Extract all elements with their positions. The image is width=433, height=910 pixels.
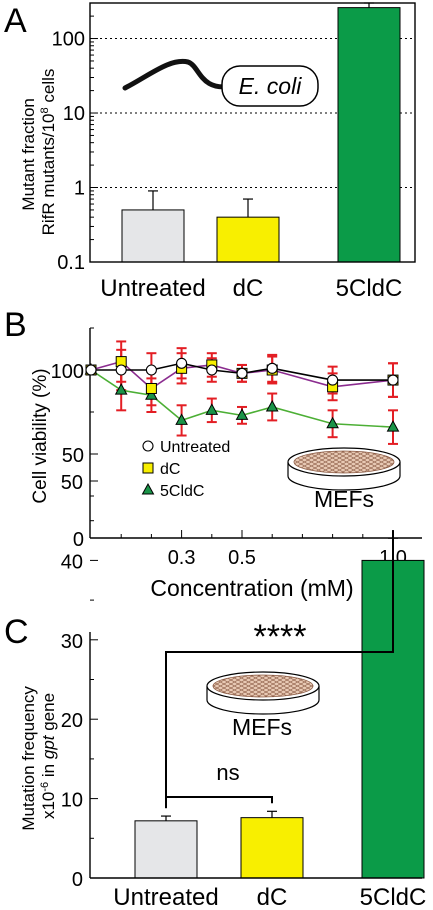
significance-stars: **** (254, 618, 307, 656)
ecoli-label-box (221, 65, 319, 107)
panel-c-y-label-sup: -6 (39, 782, 51, 792)
panel-b-ytick-label: 100 (51, 361, 84, 383)
panel-a-tick-labels: 0.1 1 10 100 (52, 29, 85, 274)
panel-a-y-label-tail: cells (39, 69, 58, 108)
panel-c-ytick-label: 0 (72, 869, 83, 891)
mefs-dish-c-icon (206, 671, 320, 715)
legend-label: 5CldC (160, 483, 204, 500)
panel-a-category-labels: Untreated dC 5CldC (100, 275, 402, 302)
panel-a-ytick-label: 1 (74, 178, 85, 200)
legend-marker-untreated (142, 440, 154, 452)
panel-c-category-label: 5CldC (360, 884, 427, 910)
panel-c-significance (165, 530, 394, 809)
panel-b-point-untreated (85, 364, 97, 376)
panel-b-legend: Untreated dC 5CldC (141, 439, 230, 500)
panel-b-ytick-label: 0 (73, 529, 84, 551)
panel-b-point-untreated (115, 364, 127, 376)
panel-b-point-untreated (145, 364, 157, 376)
panel-b-point-untreated (176, 357, 188, 369)
panel-c-label: C (4, 613, 29, 651)
panel-b-point-5cldc (205, 403, 219, 415)
panel-a-axes (89, 2, 416, 263)
panel-a-bar (121, 209, 185, 263)
stars-bracket (165, 530, 394, 809)
panel-a-ytick-label: 0.1 (57, 252, 85, 274)
panel-b-point-5cldc (175, 413, 188, 425)
panel-a-frame (89, 2, 416, 263)
panel-c-ytick-label: 40 (61, 551, 83, 573)
panel-a-y-label-line2: RifR mutants/10 (39, 113, 58, 235)
panel-b-point-untreated (387, 374, 399, 386)
panel-b-point-5cldc (145, 388, 158, 400)
panel-c-y-label: Mutation frequency x10-6 in gpt gene (19, 681, 58, 830)
legend-marker-dc (142, 462, 154, 474)
panel-c-bar (240, 817, 304, 879)
panel-c-y-label-tail: gene (39, 693, 58, 736)
panel-b-point-dc (145, 382, 157, 394)
panel-c-ytick-label: 10 (61, 790, 83, 812)
panel-c-category-label: Untreated (113, 884, 218, 910)
panel-b-point-untreated (266, 362, 278, 374)
panel-c: C Mutation frequency x10-6 in gpt gene 0… (4, 472, 426, 910)
panel-b-ytick-label: 50 (62, 445, 84, 467)
panel-b-point-untreated (327, 374, 339, 386)
panel-a-bars (121, 2, 401, 263)
panel-b-point-untreated (206, 364, 218, 376)
panel-c-tick-labels: 0 10 20 30 40 50 (61, 472, 83, 891)
mefs-label-b: MEFs (314, 486, 374, 512)
mefs-label-c: MEFs (232, 714, 292, 740)
ecoli-flagellum-icon (122, 58, 235, 91)
legend-label: Untreated (160, 439, 230, 456)
panel-c-ytick-label: 20 (61, 710, 83, 732)
panel-c-bar (134, 820, 198, 879)
panel-b-point-5cldc (265, 399, 279, 412)
panel-a-category-label: Untreated (100, 275, 205, 302)
ecoli-label: E. coli (239, 73, 303, 99)
panel-b-x-label: Concentration (mM) (150, 575, 353, 601)
panel-a-ytick-label: 100 (52, 29, 85, 51)
panel-a-category-label: dC (233, 275, 264, 302)
panel-a-bar (337, 7, 401, 263)
panel-a-bar (216, 216, 280, 263)
panel-c-axes (89, 480, 422, 879)
panel-b-series (84, 340, 400, 445)
panel-a-y-label-sup: 8 (39, 107, 51, 113)
panel-a: A Mutant fraction RifR mutants/108 cells… (4, 2, 416, 302)
panel-c-y-label-line1: Mutation frequency (19, 686, 38, 831)
legend-marker-5cldc (141, 482, 155, 495)
legend-label: dC (160, 461, 180, 478)
panel-c-ytick-label: 30 (61, 631, 83, 653)
panel-b-xtick-label: 0.3 (168, 547, 196, 569)
panel-c-category-label: dC (257, 884, 288, 910)
panel-c-y-label-mid: in (39, 759, 58, 782)
panel-b-point-5cldc (326, 416, 339, 429)
panel-a-y-label: Mutant fraction RifR mutants/108 cells (19, 69, 58, 236)
panel-c-y-label-line2: x10 (39, 792, 58, 819)
panel-b-xtick-label: 0.5 (228, 547, 256, 569)
panel-b-point-5cldc (235, 408, 249, 420)
ns-bracket (165, 796, 273, 809)
panel-c-ytick-label: 50 (61, 472, 83, 494)
panel-a-ytick-label: 10 (63, 103, 85, 125)
panel-a-label: A (4, 2, 27, 40)
panel-a-category-label: 5CldC (336, 275, 403, 302)
panel-c-bars (134, 537, 425, 879)
significance-ns: ns (216, 760, 239, 785)
panel-c-y-label-italic: gpt (39, 734, 58, 759)
mefs-dish-b-icon (287, 447, 401, 491)
panel-c-category-labels: Untreated dC 5CldC (113, 884, 426, 910)
panel-b-label: B (4, 306, 27, 344)
panel-a-y-label-line1: Mutant fraction (19, 98, 38, 210)
panel-b-point-5cldc (386, 420, 400, 432)
panel-b-y-label: Cell viability (%) (30, 368, 51, 503)
panel-b-point-untreated (236, 367, 248, 379)
panel-b-point-5cldc (114, 383, 128, 395)
